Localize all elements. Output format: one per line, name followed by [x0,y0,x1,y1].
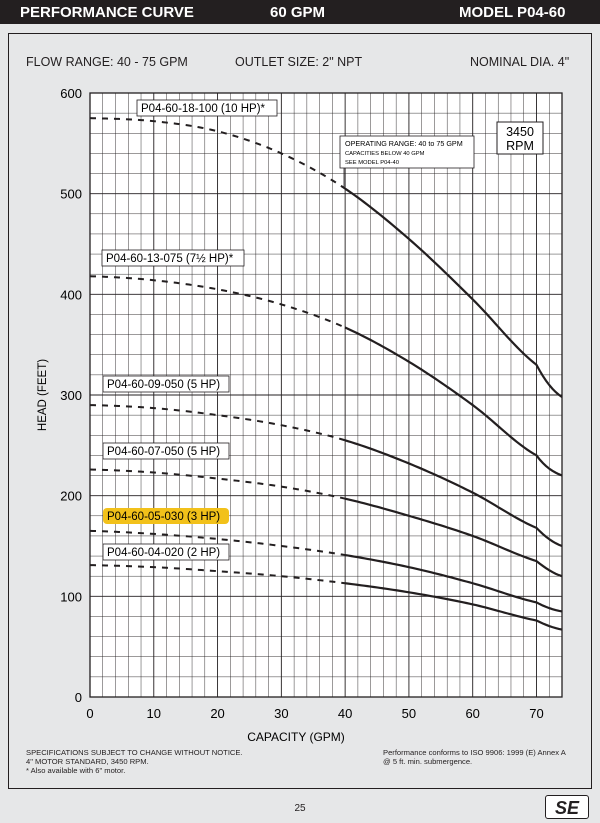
curve-operating-segment [344,187,563,398]
x-tick-label: 0 [86,706,93,721]
series-label: P04-60-05-030 (3 HP) [107,511,220,523]
header-title: PERFORMANCE CURVE [20,4,194,21]
page-number: 25 [294,803,306,814]
curve-operating-segment [344,497,563,578]
curve-operating-segment [344,439,563,548]
flow-range-label: FLOW RANGE: 40 - 75 GPM [26,55,188,69]
curve-operating-segment [345,582,563,631]
series-label-box [103,508,229,524]
series-label: P04-60-07-050 (5 HP) [107,446,220,458]
y-tick-label: 100 [60,589,82,604]
x-tick-label: 10 [147,706,161,721]
nominal-dia-label: NOMINAL DIA. 4" [470,55,570,69]
y-tick-label: 600 [60,86,82,101]
x-tick-label: 40 [338,706,352,721]
series-label-box [101,249,245,267]
y-tick-label: 400 [60,287,82,302]
series-label-box [136,99,278,117]
rpm-box: 3450 RPM [496,121,544,155]
series-labels: P04-60-18-100 (10 HP)* P04-60-13-075 (7½ … [101,99,278,561]
series-label: P04-60-13-075 (7½ HP)* [106,253,234,265]
footer-specs: SPECIFICATIONS SUBJECT TO CHANGE WITHOUT… [26,748,243,775]
series-label: P04-60-09-050 (5 HP) [107,379,220,391]
y-tick-label: 200 [60,489,82,504]
x-tick-label: 30 [274,706,288,721]
outlet-size-label: OUTLET SIZE: 2" NPT [235,55,363,69]
operating-note-line-2: CAPACITIES BELOW 40 GPM [345,151,425,157]
plot-border [89,92,563,698]
x-tick-label: 60 [465,706,479,721]
operating-range-note: OPERATING RANGE: 40 to 75 GPM CAPACITIES… [339,135,475,187]
x-tick-label: 70 [529,706,543,721]
series-label: P04-60-04-020 (2 HP) [107,547,220,559]
series-label-box [102,375,230,393]
operating-note-line-1: OPERATING RANGE: 40 to 75 GPM [345,139,463,148]
header-flow: 60 GPM [270,4,326,21]
series-label-box [102,543,230,561]
curve-operating-segment [344,326,563,477]
x-tick-label: 20 [210,706,224,721]
y-tick-label: 300 [60,388,82,403]
y-tick-label: 0 [75,690,82,705]
curve-extrapolated-segment [89,275,346,329]
y-tick-label: 500 [60,187,82,202]
rpm-value: 3450 [506,125,534,139]
series-label-box [102,442,230,460]
header-bar: PERFORMANCE CURVE 60 GPM MODEL P04-60 [0,0,600,24]
x-axis-title: CAPACITY (GPM) [247,730,345,744]
operating-note-line-3: SEE MODEL P04-40 [345,160,399,166]
curves [89,117,563,631]
brand-logo: SE [545,795,589,819]
header-model: MODEL P04-60 [459,4,566,21]
curve-operating-segment [344,553,563,613]
x-tick-label: 50 [402,706,416,721]
footer-iso: Performance conforms to ISO 9906: 1999 (… [383,748,566,766]
rpm-unit: RPM [506,139,534,153]
series-label: P04-60-18-100 (10 HP)* [141,103,266,115]
y-axis-title: HEAD (FEET) [37,359,49,431]
axes: 0 10 20 30 40 50 60 70 0 100 200 300 400 500 600 [60,86,563,721]
curve-extrapolated-segment [89,117,346,190]
grid [89,92,563,698]
